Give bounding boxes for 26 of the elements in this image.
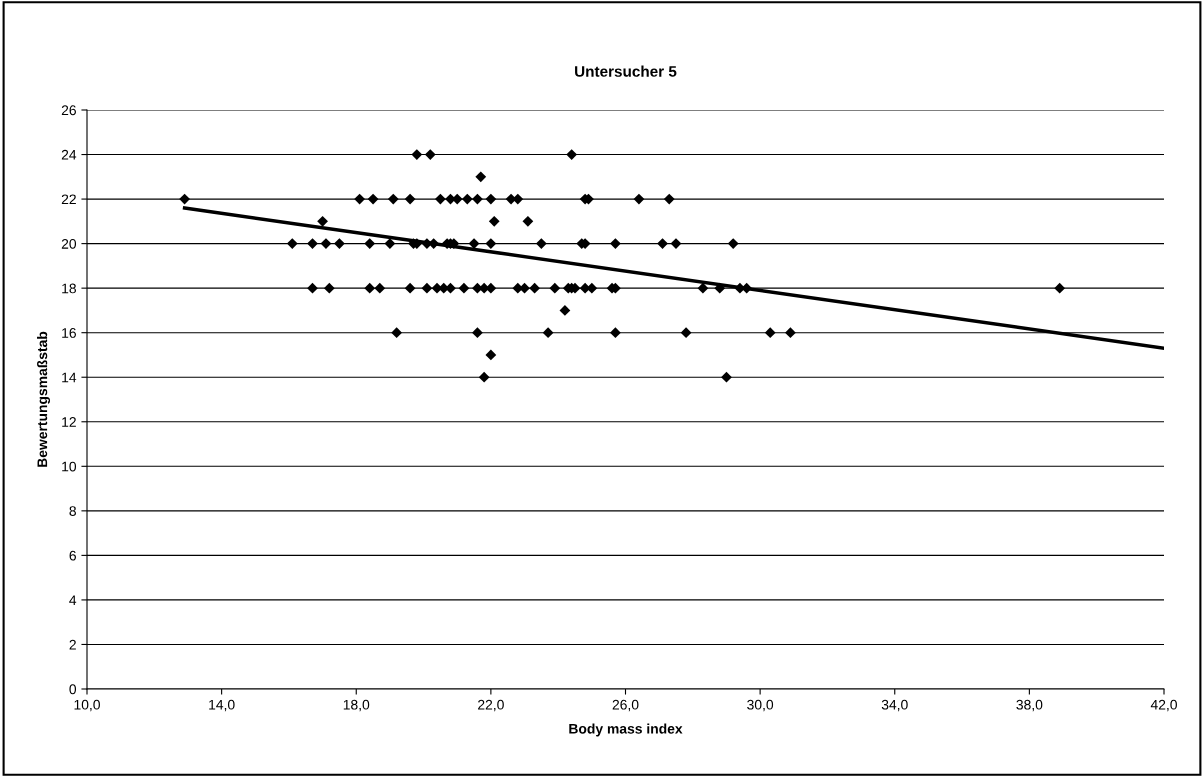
y-tick-label: 18 <box>62 283 76 294</box>
x-tick-label: 26,0 <box>612 699 639 712</box>
chart-title: Untersucher 5 <box>575 65 677 77</box>
y-tick-label: 24 <box>61 149 77 160</box>
y-tick-label: 8 <box>69 506 76 517</box>
x-tick-label: 42,0 <box>1150 699 1177 712</box>
y-axis-title: Bewertungsmaßstab <box>37 331 51 467</box>
x-tick-label: 34,0 <box>881 699 908 712</box>
y-tick-label: 20 <box>61 238 77 249</box>
y-tick-label: 16 <box>62 328 76 338</box>
x-tick-label: 22,0 <box>478 699 504 712</box>
y-tick-label: 10 <box>62 461 77 472</box>
x-tick-label: 18,0 <box>343 699 370 712</box>
x-tick-label: 10,0 <box>74 699 100 712</box>
y-tick-label: 12 <box>62 417 76 427</box>
x-tick-label: 30,0 <box>747 699 774 712</box>
y-tick-label: 4 <box>69 595 77 605</box>
y-tick-label: 22 <box>61 194 76 205</box>
y-tick-label: 6 <box>69 550 76 561</box>
x-tick-label: 14,0 <box>209 699 235 712</box>
y-tick-label: 2 <box>69 639 76 650</box>
x-tick-label: 38,0 <box>1016 699 1043 712</box>
y-tick-label: 0 <box>69 684 77 695</box>
y-tick-label: 26 <box>61 105 76 116</box>
x-axis-title: Body mass index <box>569 723 683 737</box>
y-tick-label: 14 <box>62 372 77 383</box>
